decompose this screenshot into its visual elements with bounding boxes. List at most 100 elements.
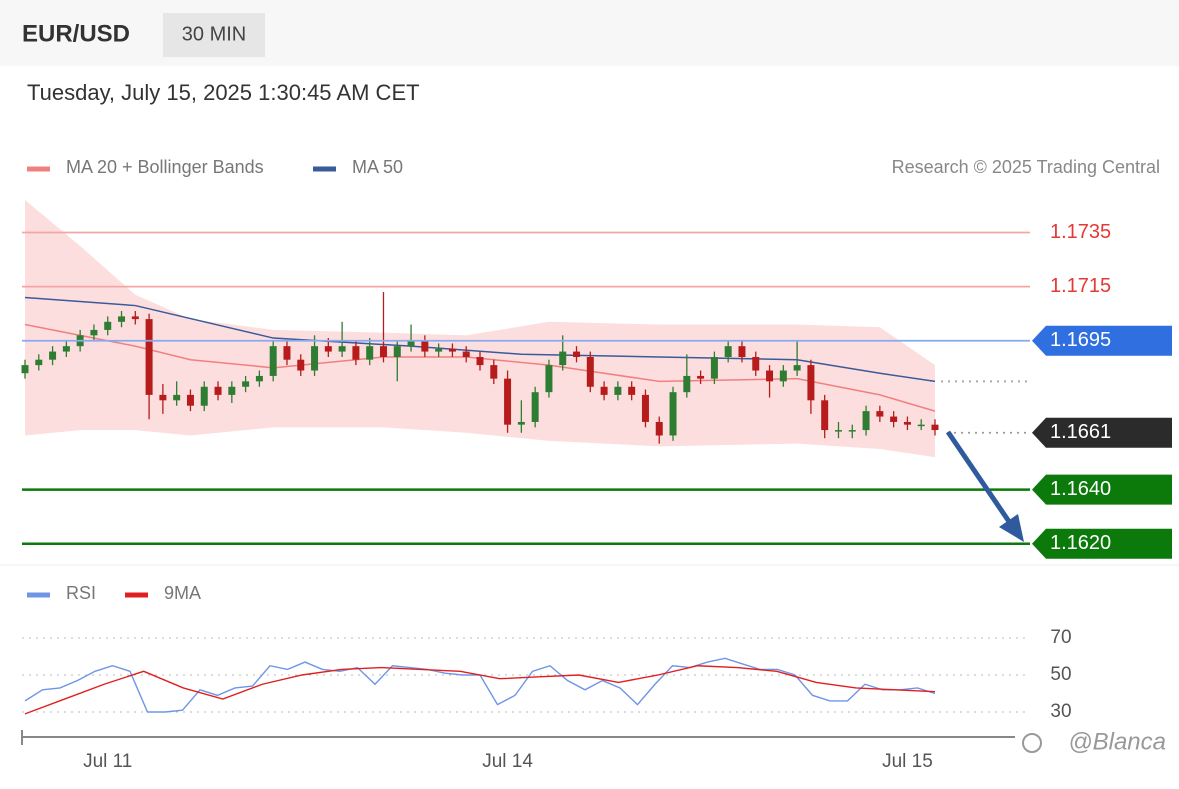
candle-body — [352, 346, 360, 360]
candle-body — [655, 421, 663, 436]
candle-body — [200, 386, 208, 406]
candle-body — [35, 359, 43, 366]
candle-body — [683, 375, 691, 393]
candle-body — [848, 430, 856, 432]
candle-body — [545, 365, 553, 393]
candle-body — [724, 346, 732, 357]
bollinger-band — [25, 200, 935, 458]
candle-body — [214, 386, 222, 395]
candle-body — [807, 365, 815, 401]
candle-body — [21, 365, 29, 374]
moving-average — [24, 296, 936, 383]
candle-body — [366, 346, 374, 360]
candle-body — [586, 356, 594, 387]
credit: Research © 2025 Trading Central — [892, 157, 1160, 177]
candle-body — [104, 321, 112, 330]
candle-body — [862, 411, 870, 431]
candle-body — [118, 316, 126, 322]
indicator-line — [24, 665, 936, 715]
plot: MA 20 + Bollinger Bands MA 50 1.1735 1.1715… — [21, 157, 1172, 772]
candle-body — [890, 416, 898, 422]
x-tick-label: Jul 14 — [482, 751, 533, 772]
y-tick-label: 30 — [1050, 701, 1071, 722]
candle-body — [628, 386, 636, 395]
candle-body — [421, 340, 429, 352]
candle-body — [738, 346, 746, 357]
legend-label: MA 50 — [352, 157, 403, 177]
candle-body — [779, 370, 787, 382]
level-label: 1.1695 — [1050, 329, 1111, 351]
level-tag — [1032, 528, 1172, 559]
candle-body — [490, 365, 498, 379]
x-tick-label: Jul 15 — [882, 751, 933, 772]
level-label: 1.1735 — [1050, 221, 1111, 243]
candle-body — [407, 340, 415, 347]
candle-body — [793, 365, 801, 371]
level-label: 1.1640 — [1050, 478, 1111, 500]
candle-body — [517, 421, 525, 425]
legend-label: RSI — [66, 583, 96, 603]
candle-body — [131, 316, 139, 320]
candle-body — [173, 394, 181, 401]
candle-body — [531, 392, 539, 422]
level-tag — [1032, 474, 1172, 505]
candle-body — [228, 386, 236, 395]
candle-body — [600, 386, 608, 395]
candle-body — [641, 394, 649, 422]
candle-body — [504, 378, 512, 425]
candle-body — [324, 346, 332, 352]
candle-body — [476, 356, 484, 366]
candle-body — [710, 356, 718, 379]
candle-body — [821, 400, 829, 431]
legend-label: MA 20 + Bollinger Bands — [66, 157, 264, 177]
timestamp: Tuesday, July 15, 2025 1:30:45 AM CET — [27, 80, 420, 105]
interval-box — [163, 13, 265, 57]
watermark-icon — [1022, 733, 1042, 753]
candle-body — [49, 351, 57, 360]
x-tick-label: Jul 11 — [83, 751, 132, 772]
candle-body — [834, 430, 842, 432]
candle-body — [145, 319, 153, 395]
candle-body — [338, 346, 346, 352]
forecast-arrow — [945, 430, 1024, 542]
level-label: 1.1661 — [1050, 421, 1111, 443]
y-tick-label: 70 — [1050, 627, 1071, 648]
level-label: 1.1715 — [1050, 275, 1111, 297]
candle-body — [242, 381, 250, 387]
candle-body — [462, 351, 470, 357]
candle-body — [931, 424, 939, 431]
candle-body — [311, 346, 319, 371]
candle-body — [697, 375, 705, 379]
candle-body — [90, 329, 98, 336]
legend-label: 9MA — [164, 583, 201, 603]
candle-body — [379, 346, 387, 357]
candle-body — [269, 346, 277, 376]
candle-body — [669, 392, 677, 436]
candle-body — [917, 424, 925, 427]
candle-body — [186, 394, 194, 406]
candle-body — [159, 394, 167, 401]
candle-body — [876, 411, 884, 417]
candle-body — [559, 351, 567, 366]
candle-body — [766, 370, 774, 382]
arrow-shaft — [945, 430, 1013, 525]
candle-body — [573, 351, 581, 357]
candle-body — [62, 346, 70, 352]
symbol: EUR/USD — [22, 20, 130, 47]
candle-body — [283, 346, 291, 360]
candle-body — [614, 386, 622, 395]
level-tag — [1032, 325, 1172, 356]
candle-body — [903, 421, 911, 425]
watermark: @Blanca — [1068, 728, 1166, 755]
candle-body — [448, 348, 456, 352]
level-label: 1.1620 — [1050, 532, 1111, 554]
candle-body — [435, 348, 443, 352]
candle-body — [393, 346, 401, 357]
candle-body — [752, 356, 760, 371]
candle-body — [297, 359, 305, 371]
candle-body — [255, 375, 263, 382]
y-tick-label: 50 — [1050, 664, 1071, 685]
level-tag — [1032, 417, 1172, 448]
arrow-head — [999, 514, 1024, 542]
